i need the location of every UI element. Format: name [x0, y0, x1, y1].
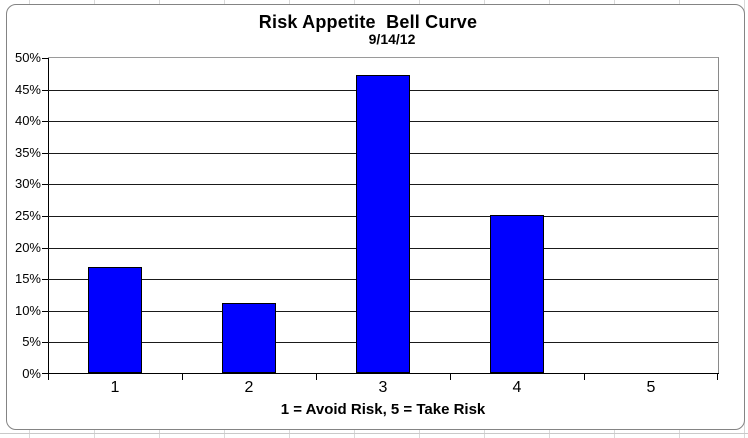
x-axis-title: 1 = Avoid Risk, 5 = Take Risk	[280, 401, 486, 418]
plot-area: 1 = Avoid Risk, 5 = Take Risk 0% 5% 10% 15%…	[15, 51, 719, 418]
y-axis-tick-label: 30%	[14, 176, 41, 192]
y-axis-tick-label: 15%	[14, 271, 41, 287]
x-axis-tick	[48, 374, 49, 380]
y-axis-tick-label: 20%	[14, 239, 41, 255]
chart-title: Risk Appetite Bell Curve	[258, 12, 478, 32]
x-axis-tick	[316, 374, 317, 380]
x-axis-tick	[182, 374, 183, 380]
y-axis-tick	[42, 310, 48, 312]
y-axis-tick	[42, 152, 48, 154]
bar-category-1[interactable]	[88, 267, 142, 373]
x-axis-tick	[717, 374, 718, 380]
y-axis-tick-label: 45%	[14, 81, 41, 97]
bar-category-3[interactable]	[356, 75, 410, 373]
y-axis-tick	[42, 184, 48, 186]
bar-category-4[interactable]	[490, 215, 544, 373]
x-axis-tick	[450, 374, 451, 380]
chart-subtitle: 9/14/12	[368, 31, 416, 47]
chart-object[interactable]: Risk Appetite Bell Curve 9/14/12 1 = Avo…	[6, 4, 745, 430]
x-axis-line	[47, 373, 719, 374]
y-axis-tick	[42, 373, 48, 374]
y-axis-tick	[42, 247, 48, 249]
y-axis-tick-label: 50%	[14, 50, 41, 65]
y-axis-tick-label: 0%	[22, 366, 41, 381]
y-axis-tick-label: 35%	[14, 144, 41, 160]
y-axis-tick-label: 25%	[14, 208, 41, 223]
y-axis-tick	[42, 342, 48, 344]
x-category-label: 2	[244, 379, 254, 396]
x-category-label: 4	[512, 379, 522, 396]
y-axis-tick-label: 10%	[14, 302, 41, 318]
y-axis-tick-label: 5%	[22, 334, 41, 350]
y-axis-tick-label: 40%	[14, 113, 41, 129]
x-category-label: 3	[378, 379, 388, 396]
y-axis-tick	[42, 58, 48, 59]
y-axis-tick	[42, 279, 48, 281]
x-category-label: 5	[646, 379, 656, 396]
y-axis-tick	[42, 89, 48, 91]
y-axis-tick	[42, 121, 48, 123]
x-axis-tick	[584, 374, 585, 380]
y-axis-tick	[42, 216, 48, 217]
bar-category-2[interactable]	[222, 303, 276, 373]
x-category-label: 1	[110, 379, 120, 396]
